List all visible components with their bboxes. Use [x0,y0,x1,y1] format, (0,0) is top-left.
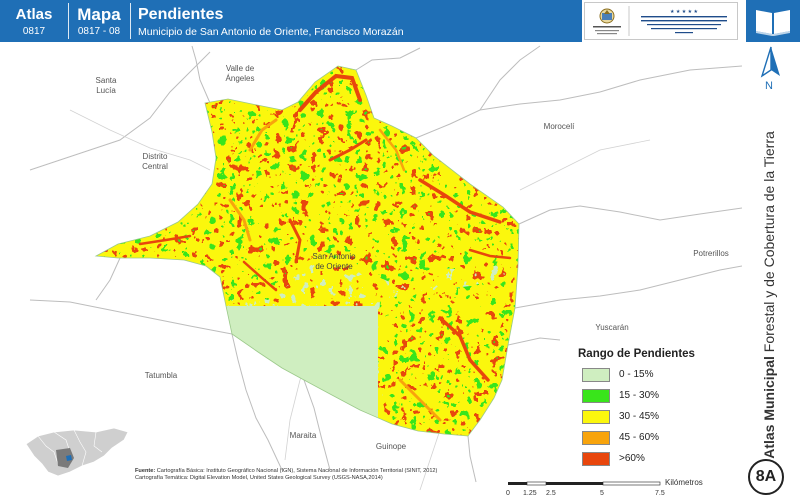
map-cell: Mapa 0817 - 08 [69,0,129,42]
sources-label: Fuente: [135,468,156,474]
sources-text: Fuente: Cartografía Básica: Instituto Ge… [135,468,465,482]
place-label-potrerillos: Potrerillos [693,249,729,258]
legend-item: 30 - 45% [578,408,738,429]
place-label-maraita: Maraita [289,431,317,440]
municipal-boundaries [29,45,743,483]
right-column [742,42,800,500]
atlas-label: Atlas [15,6,53,23]
scale-bar [508,481,661,486]
north-arrow-icon [760,46,780,78]
francisco-morazan-department [56,448,74,468]
atlas-title-rest: Forestal y de Cobertura de la Tierra [761,131,777,357]
legend-item: 15 - 30% [578,387,738,408]
icf-logo: ★ ★ ★ ★ ★ [635,6,733,36]
atlas-cell: Atlas 0817 [0,0,68,42]
map-badge: 8A [748,459,784,495]
government-emblem-logo [593,8,621,35]
institution-logos: ★ ★ ★ ★ ★ [584,2,738,40]
place-label-guinope: Guinope [375,442,407,451]
scale-tick-label: 7.5 [655,490,665,497]
header-separator [130,3,131,39]
legend-swatch [582,452,610,466]
legend-label: >60% [619,453,645,464]
slope-class-15-30-south [378,274,519,436]
page-subtitle: Municipio de San Antonio de Oriente, Fra… [138,26,404,38]
book-icon [756,10,790,36]
place-label-valle-de-angeles: Valle de Ángeles [225,64,255,83]
honduras-locator-inset [25,427,129,477]
sources-line-1: Cartografía Básica: Instituto Geográfico… [156,468,438,474]
atlas-book-icon-tile [746,0,800,42]
scale-unit-label: Kilómetros [665,478,703,487]
place-label-santa-lucia: Santa Lucía [95,76,117,95]
legend-swatch [582,368,610,382]
scale-tick-label: 1.25 [523,490,537,497]
svg-text:★ ★ ★ ★ ★: ★ ★ ★ ★ ★ [670,9,698,15]
legend-item: 0 - 15% [578,366,738,387]
slope-class-steep-ridges [138,73,512,422]
sources-line-2: Cartografía Temática: Digital Elevation … [135,475,383,481]
legend-swatch [582,410,610,424]
legend-label: 30 - 45% [619,411,660,422]
scale-tick-label: 5 [600,490,604,497]
header-bar: Atlas 0817 Mapa 0817 - 08 Pendientes Mun… [0,0,800,42]
legend-label: 45 - 60% [619,432,660,443]
north-label: N [765,80,773,92]
place-label-distrito-central: Distrito Central [142,152,168,171]
legend: Rango de Pendientes 0 - 15% 15 - 30% 30 … [578,348,738,471]
page-title: Pendientes [138,6,224,23]
map-code: 0817 - 08 [77,26,121,37]
legend-label: 15 - 30% [619,390,660,401]
slope-class-15-30 [96,66,519,306]
legend-item: >60% [578,450,738,471]
place-label-tatumbla: Tatumbla [144,371,178,380]
legend-item: 45 - 60% [578,429,738,450]
header-blue-band [0,0,582,42]
honduras-shape [25,427,129,477]
atlas-code: 0817 [22,26,46,37]
atlas-title-bold: Atlas Municipal [761,356,777,459]
legend-swatch [582,431,610,445]
legend-title: Rango de Pendientes [578,348,695,360]
legend-swatch [582,389,610,403]
scale-tick-label: 2.5 [546,490,556,497]
place-label-yuscaran: Yuscarán [595,323,629,332]
scale-tick-label: 0 [506,490,510,497]
place-label-san-antonio-de-oriente: San Antonio de Oriente [312,252,356,271]
atlas-vertical-title: Atlas Municipal Forestal y de Cobertura … [761,131,777,459]
slope-map-canvas[interactable] [0,42,743,500]
slope-map[interactable]: Valle de Ángeles Santa Lucía Distrito Ce… [0,42,743,500]
map-label: Mapa [77,5,121,24]
header-separator [68,3,69,39]
legend-label: 0 - 15% [619,369,654,380]
place-label-moroceli: Morocelí [543,122,575,131]
municipality-outline [94,65,520,437]
logos-graphic: ★ ★ ★ ★ ★ [593,6,733,36]
municipality-location [66,455,72,461]
